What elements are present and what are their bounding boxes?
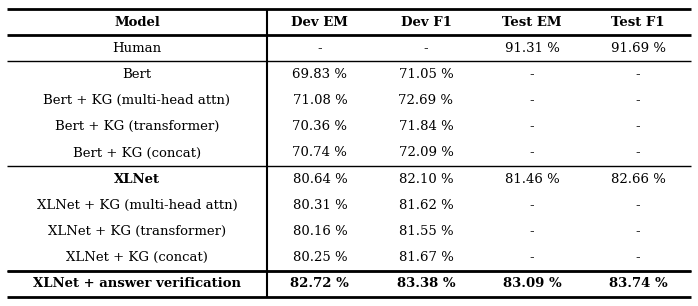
Text: -: - — [530, 147, 534, 159]
Text: -: - — [318, 42, 322, 55]
Text: -: - — [636, 120, 640, 133]
Text: -: - — [530, 199, 534, 212]
Text: XLNet + KG (multi-head attn): XLNet + KG (multi-head attn) — [36, 199, 237, 212]
Text: 70.74 %: 70.74 % — [292, 147, 348, 159]
Text: 83.74 %: 83.74 % — [609, 277, 667, 290]
Text: 81.46 %: 81.46 % — [505, 173, 559, 186]
Text: Bert + KG (transformer): Bert + KG (transformer) — [54, 120, 219, 133]
Text: 82.10 %: 82.10 % — [399, 173, 453, 186]
Text: Test F1: Test F1 — [611, 16, 664, 29]
Text: 69.83 %: 69.83 % — [292, 68, 348, 81]
Text: Bert + KG (multi-head attn): Bert + KG (multi-head attn) — [43, 94, 230, 107]
Text: 71.05 %: 71.05 % — [399, 68, 453, 81]
Text: 71.84 %: 71.84 % — [399, 120, 453, 133]
Text: 83.09 %: 83.09 % — [503, 277, 561, 290]
Text: 72.69 %: 72.69 % — [399, 94, 454, 107]
Text: -: - — [636, 94, 640, 107]
Text: 81.55 %: 81.55 % — [399, 225, 453, 238]
Text: 83.38 %: 83.38 % — [396, 277, 455, 290]
Text: Dev F1: Dev F1 — [401, 16, 452, 29]
Text: Bert: Bert — [122, 68, 151, 81]
Text: Test EM: Test EM — [503, 16, 562, 29]
Text: -: - — [530, 94, 534, 107]
Text: -: - — [636, 147, 640, 159]
Text: -: - — [636, 225, 640, 238]
Text: Human: Human — [112, 42, 161, 55]
Text: -: - — [636, 199, 640, 212]
Text: XLNet + KG (concat): XLNet + KG (concat) — [66, 251, 208, 264]
Text: -: - — [636, 68, 640, 81]
Text: 82.72 %: 82.72 % — [290, 277, 350, 290]
Text: 81.67 %: 81.67 % — [399, 251, 454, 264]
Text: Dev EM: Dev EM — [292, 16, 348, 29]
Text: 80.31 %: 80.31 % — [292, 199, 348, 212]
Text: -: - — [530, 225, 534, 238]
Text: 91.69 %: 91.69 % — [611, 42, 665, 55]
Text: 81.62 %: 81.62 % — [399, 199, 453, 212]
Text: 91.31 %: 91.31 % — [505, 42, 559, 55]
Text: XLNet + answer verification: XLNet + answer verification — [33, 277, 241, 290]
Text: -: - — [424, 42, 429, 55]
Text: XLNet + KG (transformer): XLNet + KG (transformer) — [48, 225, 226, 238]
Text: 72.09 %: 72.09 % — [399, 147, 454, 159]
Text: -: - — [530, 120, 534, 133]
Text: 80.16 %: 80.16 % — [292, 225, 348, 238]
Text: XLNet: XLNet — [114, 173, 160, 186]
Text: -: - — [530, 68, 534, 81]
Text: 80.25 %: 80.25 % — [292, 251, 347, 264]
Text: 70.36 %: 70.36 % — [292, 120, 348, 133]
Text: 82.66 %: 82.66 % — [611, 173, 665, 186]
Text: -: - — [636, 251, 640, 264]
Text: 71.08 %: 71.08 % — [292, 94, 348, 107]
Text: -: - — [530, 251, 534, 264]
Text: 80.64 %: 80.64 % — [292, 173, 348, 186]
Text: Model: Model — [114, 16, 160, 29]
Text: Bert + KG (concat): Bert + KG (concat) — [73, 147, 201, 159]
